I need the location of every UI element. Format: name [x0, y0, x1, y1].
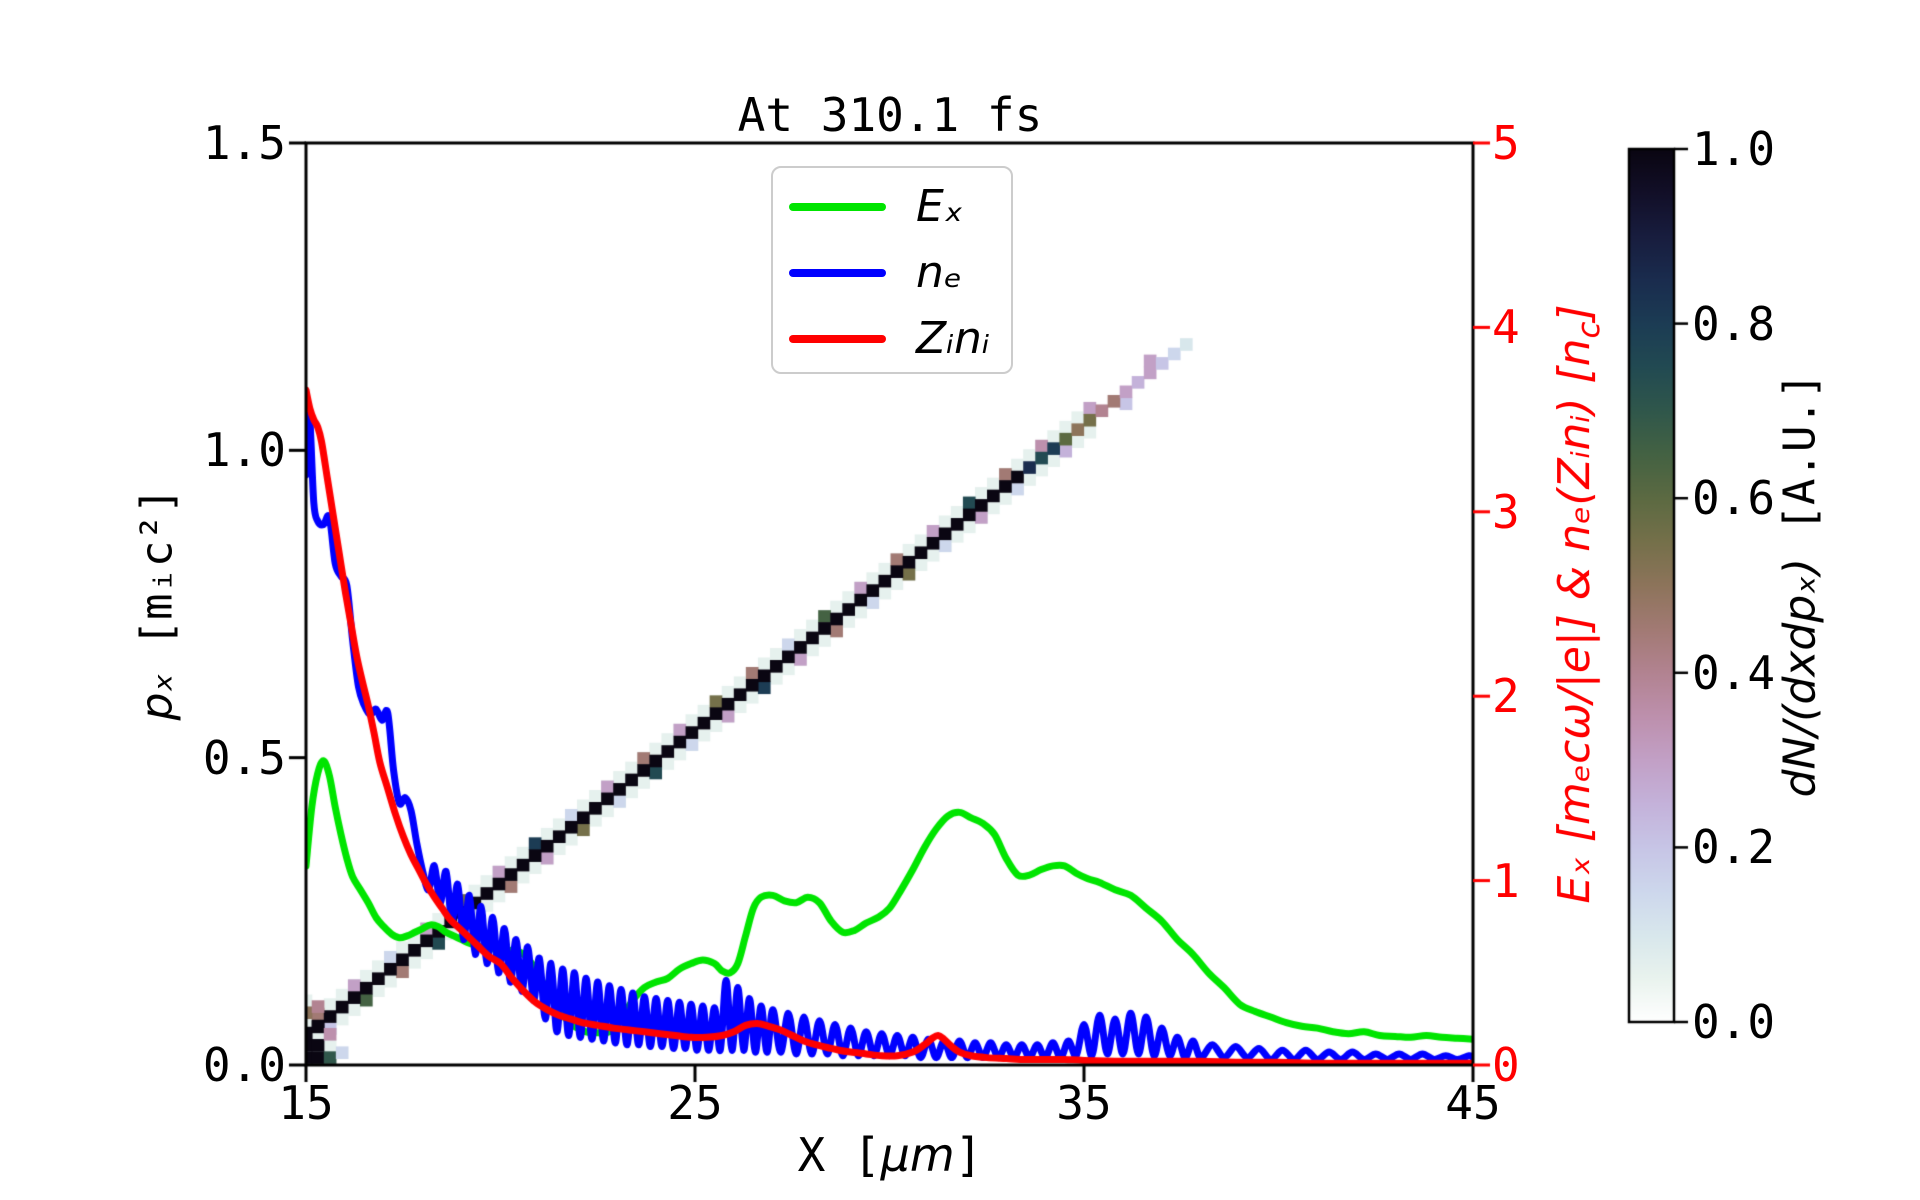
- legend-item-ex: Eₓ: [773, 174, 1011, 240]
- legend-label-ne: nₑ: [916, 247, 963, 298]
- plot-title: At 310.1 fs: [737, 88, 1043, 142]
- ne-line-swatch: [789, 269, 886, 277]
- y-right-axis-label: Eₓ [mₑcω/|e|] & nₑ(Zᵢnᵢ) [nc]: [1549, 304, 1607, 904]
- y-left-tick-label: 0.0: [202, 1038, 286, 1092]
- y-right-tick-label: 5: [1492, 116, 1520, 170]
- y-right-tick-label: 4: [1492, 300, 1520, 355]
- y-left-tick-label: 1.0: [202, 423, 286, 478]
- x-tick-label: 35: [1056, 1076, 1112, 1130]
- x-tick-label: 15: [278, 1076, 334, 1130]
- y-left-tick-label: 1.5: [202, 116, 286, 170]
- ex-line-swatch: [789, 203, 886, 211]
- y-right-tick-label: 0: [1492, 1038, 1520, 1092]
- y-left-axis-label: pₓ [mᵢc²]: [131, 487, 183, 721]
- y-right-tick-label: 1: [1492, 853, 1520, 908]
- legend-item-zini: Zᵢnᵢ: [773, 306, 1011, 372]
- colorbar-tick-label: 0.4: [1692, 645, 1776, 700]
- zini-line-swatch: [789, 335, 886, 343]
- x-tick-label: 25: [667, 1076, 723, 1130]
- colorbar-tick-label: 0.0: [1692, 995, 1776, 1049]
- legend-item-ne: nₑ: [773, 240, 1011, 306]
- x-axis-label: X [μm]: [797, 1128, 983, 1182]
- legend-label-ex: Eₓ: [916, 181, 964, 232]
- y-right-tick-label: 3: [1492, 484, 1520, 539]
- colorbar-tick-label: 0.2: [1692, 820, 1776, 875]
- colorbar-label: dN/(dxdpₓ) [A.U.]: [1774, 372, 1826, 798]
- legend-box: Eₓ nₑ Zᵢnᵢ: [771, 166, 1013, 374]
- y-right-tick-label: 2: [1492, 669, 1520, 724]
- colorbar-tick-label: 0.8: [1692, 296, 1776, 351]
- y-left-tick-label: 0.5: [202, 730, 286, 785]
- colorbar-tick-label: 1.0: [1692, 122, 1776, 176]
- x-tick-label: 45: [1445, 1076, 1501, 1130]
- legend-label-zini: Zᵢnᵢ: [916, 313, 990, 364]
- colorbar-tick-label: 0.6: [1692, 471, 1776, 526]
